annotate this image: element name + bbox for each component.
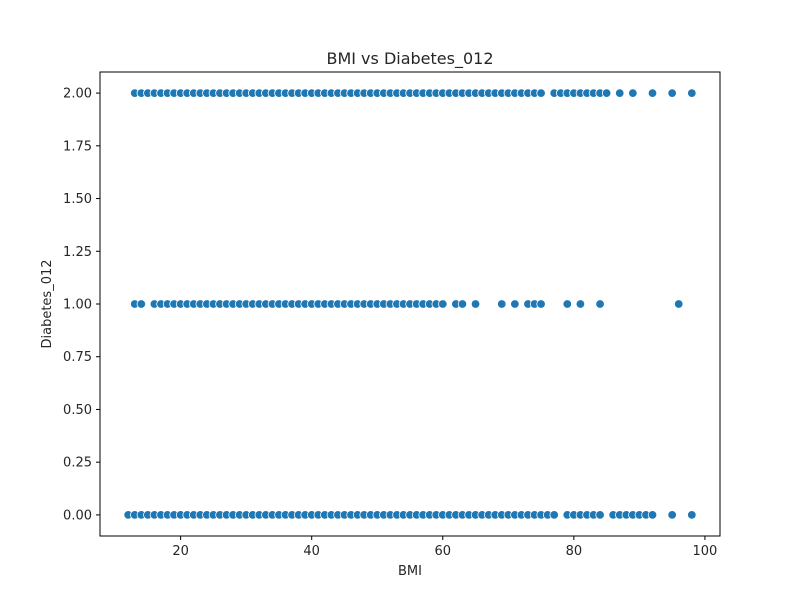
y-axis-label: Diabetes_012 — [40, 259, 55, 348]
y-tick-label: 0.00 — [63, 508, 92, 523]
data-point — [647, 510, 658, 520]
data-point — [497, 299, 507, 309]
chart-title: BMI vs Diabetes_012 — [326, 49, 493, 69]
x-tick-label: 100 — [693, 544, 718, 559]
y-tick-label: 1.75 — [63, 139, 92, 154]
x-tick-label: 60 — [434, 544, 451, 559]
data-point — [628, 88, 638, 98]
y-tick-label: 1.00 — [63, 298, 92, 313]
data-points — [123, 88, 697, 520]
x-tick-label: 80 — [566, 544, 583, 559]
data-point — [575, 299, 586, 309]
y-tick-label: 0.50 — [63, 403, 92, 418]
data-point — [549, 510, 559, 520]
data-point — [601, 88, 612, 98]
y-tick-label: 0.25 — [63, 456, 92, 471]
data-point — [667, 88, 677, 98]
data-point — [687, 88, 697, 98]
x-tick-label: 20 — [172, 544, 189, 559]
axis-ticks: 20 40 60 80 100 0.00 0.25 0.50 0.75 1.00 1.25 1.50 1… — [63, 87, 717, 559]
x-axis-label: BMI — [398, 564, 422, 579]
data-point — [615, 88, 625, 98]
data-point — [438, 299, 448, 309]
data-point — [510, 299, 520, 309]
data-point — [595, 510, 605, 520]
y-tick-label: 1.25 — [63, 245, 92, 260]
y-tick-label: 0.75 — [63, 350, 92, 365]
data-point — [674, 299, 684, 309]
data-point — [470, 299, 481, 309]
data-point — [136, 299, 146, 309]
data-point — [667, 510, 677, 520]
data-point — [457, 299, 468, 309]
data-point — [536, 88, 546, 98]
data-point — [536, 299, 546, 309]
x-tick-label: 40 — [303, 544, 320, 559]
data-point — [647, 88, 658, 98]
data-point — [595, 299, 605, 309]
data-point — [562, 299, 572, 309]
y-tick-label: 2.00 — [63, 87, 92, 102]
y-tick-label: 1.50 — [63, 192, 92, 207]
data-point — [687, 510, 697, 520]
